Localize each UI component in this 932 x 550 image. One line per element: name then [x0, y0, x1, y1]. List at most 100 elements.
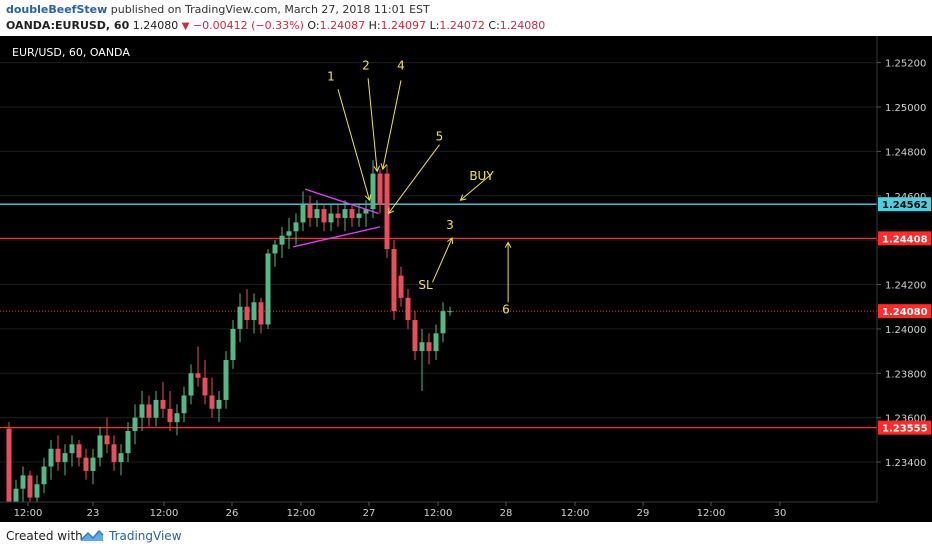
candle-body	[125, 430, 131, 454]
candle-body	[398, 275, 404, 298]
price-tag-label: 1.23555	[882, 424, 928, 435]
price-tag	[878, 197, 931, 212]
candle-body	[370, 173, 376, 210]
annotation-arrow	[337, 89, 370, 201]
x-tick-label: 30	[774, 508, 787, 519]
annotation-arrow	[387, 144, 440, 214]
annotation-arrowhead	[447, 236, 454, 244]
x-tick-label: 23	[87, 508, 100, 519]
candle-body	[118, 453, 124, 463]
x-tick-label: 12:00	[287, 508, 316, 519]
annotation-arrowhead	[387, 207, 395, 215]
high-label: H:	[368, 19, 381, 32]
down-triangle-icon: ▼	[181, 21, 190, 32]
candle-body	[293, 222, 299, 232]
candle-body	[328, 213, 334, 223]
candle-body	[146, 404, 152, 418]
candle-body	[216, 399, 222, 409]
annotation-label: 2	[362, 58, 370, 72]
published-text: published on TradingView.com, March 27, …	[110, 3, 430, 16]
x-tick-label: 26	[226, 508, 239, 519]
horizontal-lines	[0, 203, 877, 429]
x-tick-label: 28	[500, 508, 513, 519]
candle-body	[307, 204, 313, 218]
candle-body	[335, 213, 341, 218]
candle-body	[209, 395, 215, 409]
candle-body	[69, 444, 75, 454]
annotation-arrowhead	[380, 163, 388, 171]
tradingview-brand[interactable]: TradingView	[109, 529, 182, 543]
open-label: O:	[307, 19, 320, 32]
x-tick-label: 12:00	[424, 508, 453, 519]
candle-body	[223, 359, 229, 400]
candle-body	[251, 302, 257, 321]
time-axis-bg	[0, 502, 932, 522]
candle-body	[111, 444, 117, 463]
symbol-label: OANDA:EURUSD, 60	[6, 19, 130, 32]
candle-body	[426, 342, 432, 352]
chart-title: EUR/USD, 60, OANDA	[12, 46, 130, 59]
y-tick-label: 1.23800	[885, 369, 926, 380]
candle-body	[440, 311, 446, 334]
candle-body	[132, 417, 138, 431]
candle-body	[272, 244, 278, 254]
close-label: C:	[488, 19, 500, 32]
candle-body	[244, 306, 250, 321]
author-link[interactable]: doubleBeefStew	[6, 3, 108, 16]
candle-body	[377, 173, 383, 205]
candles	[6, 160, 453, 511]
candle-body	[433, 333, 439, 352]
candle-body	[13, 488, 19, 502]
tradingview-logo-icon[interactable]	[80, 528, 104, 544]
annotation-label: 3	[446, 218, 454, 232]
y-tick-label: 1.24000	[885, 325, 926, 336]
annotation-label: 1	[327, 69, 335, 83]
annotation-label: 5	[436, 129, 444, 143]
x-tick-label: 12:00	[561, 508, 590, 519]
price-change: −0.00412 (−0.33%)	[192, 19, 304, 32]
triangle-upper-line	[304, 188, 379, 215]
grid	[0, 62, 877, 463]
candle-body	[391, 249, 397, 312]
annotation-label: 6	[502, 302, 510, 316]
open-value: 1.24087	[319, 19, 366, 32]
candle-body	[349, 209, 355, 218]
candle-body	[34, 484, 40, 498]
time-axis[interactable]: 12:00 23 12:00 26 12:00 27 12:00 28 12:00 29 12:00…	[0, 501, 932, 522]
candle-body	[230, 328, 236, 360]
candle-body	[153, 399, 159, 418]
price-tag-label: 1.24080	[882, 307, 928, 318]
candle-body	[363, 209, 369, 214]
y-tick-label: 1.24200	[885, 281, 926, 292]
candle-body	[174, 413, 180, 423]
candle-body	[41, 466, 47, 485]
candle-body	[419, 342, 425, 352]
footer: Created with TradingView	[0, 522, 932, 550]
x-tick-label: 12:00	[697, 508, 726, 519]
candle-body	[62, 453, 68, 463]
annotation-arrow	[460, 173, 493, 201]
candle-body	[265, 253, 271, 325]
candle-body	[237, 306, 243, 329]
candle-body	[384, 173, 390, 250]
last-price: 1.24080	[132, 19, 179, 32]
candle-body	[286, 231, 292, 236]
candle-body	[167, 408, 173, 423]
y-tick-label: 1.25200	[885, 59, 926, 70]
y-tick-label: 1.24800	[885, 147, 926, 158]
candle-body	[90, 457, 96, 471]
candle-body	[139, 404, 145, 418]
candle-body	[356, 213, 362, 218]
annotation-arrow	[432, 237, 453, 283]
candle-body	[20, 475, 26, 489]
candle-body	[76, 444, 82, 458]
quote-line: OANDA:EURUSD, 60 1.24080 ▼ −0.00412 (−0.…	[6, 19, 545, 32]
price-axis[interactable]: 1.252001.250001.248001.246001.244001.242…	[876, 36, 931, 522]
y-tick-label: 1.25000	[885, 103, 926, 114]
x-tick-label: 12:00	[14, 508, 43, 519]
low-label: L:	[429, 19, 440, 32]
created-with-text: Created with	[6, 529, 83, 543]
candle-body	[300, 204, 306, 223]
